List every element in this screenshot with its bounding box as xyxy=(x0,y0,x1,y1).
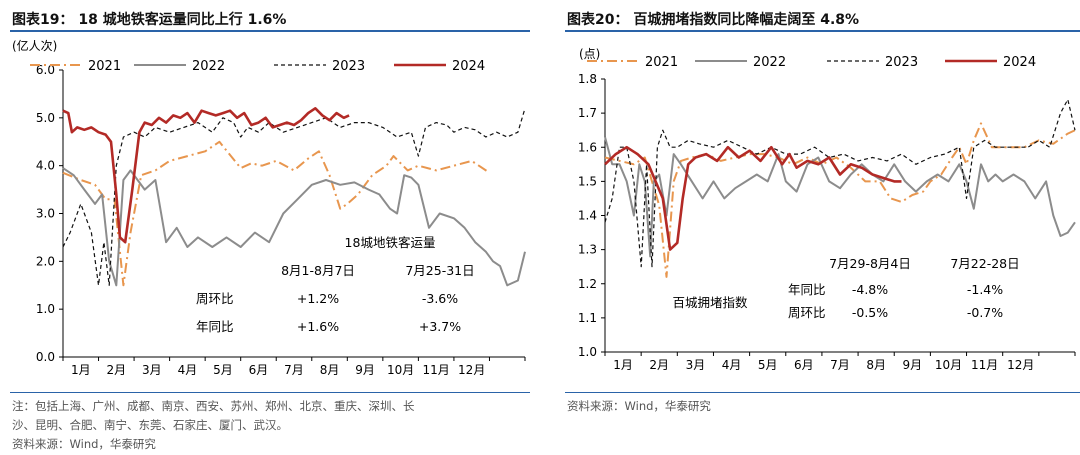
x-tick-label: 6月 xyxy=(794,358,814,372)
x-tick-label: 9月 xyxy=(355,363,375,377)
annotation-row1-v1: -4.8% xyxy=(852,282,888,297)
y-tick-label: 2.0 xyxy=(36,254,55,268)
x-tick-label: 5月 xyxy=(758,358,778,372)
series-line-2021 xyxy=(604,122,1076,278)
y-axis-label: (点) xyxy=(579,47,600,61)
x-tick-label: 12月 xyxy=(458,363,485,377)
subway-chart: (亿人次) 0.0 1.0 2.0 3.0 4.0 5.0 6.0 1月 2月 3月 4月 5月 6月 7月… xyxy=(12,38,526,377)
annotation-row1-label: 年同比 xyxy=(788,282,826,297)
congestion-chart: (点) 1.0 1.1 1.2 1.3 1.4 1.5 1.6 1.7 1.8 1月 2月 3月 4月 5月… xyxy=(578,47,1076,372)
legend-label-2021: 2021 xyxy=(88,59,121,74)
x-tick-label: 11月 xyxy=(971,358,998,372)
chart-panel-subway: 图表19： 18 城地铁客运量同比上行 1.6% (亿人次) 0.0 1.0 2.0 3… xyxy=(0,0,530,455)
x-tick-label: 1月 xyxy=(613,358,633,372)
x-tick-label: 8月 xyxy=(866,358,886,372)
y-tick-label: 0.0 xyxy=(36,350,55,364)
legend-label-2023: 2023 xyxy=(332,59,365,74)
y-tick-label: 1.2 xyxy=(578,277,597,291)
x-tick-label: 12月 xyxy=(1007,358,1034,372)
annotation-heading: 18城地铁客运量 xyxy=(345,235,436,250)
y-tick-label: 1.1 xyxy=(578,311,597,325)
x-tick-label: 10月 xyxy=(387,363,414,377)
x-tick-label: 1月 xyxy=(71,363,91,377)
annotation-row2-label: 年同比 xyxy=(196,319,234,334)
x-tick-label: 3月 xyxy=(142,363,162,377)
x-tick-label: 7月 xyxy=(830,358,850,372)
annotation-col2: 7月22-28日 xyxy=(950,256,1019,271)
note-rule xyxy=(10,392,530,393)
note-line-2: 沙、昆明、合肥、南宁、东莞、石家庄、厦门、武汉。 xyxy=(12,418,288,432)
x-tick-label: 3月 xyxy=(686,358,706,372)
y-tick-label: 5.0 xyxy=(36,111,55,125)
y-tick-label: 1.8 xyxy=(578,72,597,86)
series-line-2024 xyxy=(604,145,902,251)
legend-label-2024: 2024 xyxy=(1003,55,1036,70)
y-tick-label: 1.7 xyxy=(578,106,597,120)
legend-label-2022: 2022 xyxy=(192,59,225,74)
annotation-heading: 百城拥堵指数 xyxy=(672,295,748,310)
annotation-row2-v1: -0.5% xyxy=(852,305,888,320)
y-tick-label: 1.6 xyxy=(578,140,597,154)
source-note-right: 资料来源：Wind，华泰研究 xyxy=(567,399,711,413)
x-tick-label: 7月 xyxy=(284,363,304,377)
x-tick-label: 5月 xyxy=(213,363,233,377)
annotation-row2-v2: -0.7% xyxy=(967,305,1003,320)
annotation-row2-v1: +1.6% xyxy=(297,319,339,334)
y-tick-label: 1.4 xyxy=(578,209,597,223)
annotation-row1-v1: +1.2% xyxy=(297,291,339,306)
series-line-2023 xyxy=(62,108,526,286)
annotation-row1-label: 周环比 xyxy=(196,291,234,306)
x-tick-label: 9月 xyxy=(902,358,922,372)
series-line-2022 xyxy=(62,167,526,287)
y-axis-label: (亿人次) xyxy=(12,38,57,53)
annotation-row2-v2: +3.7% xyxy=(419,319,461,334)
legend-label-2021: 2021 xyxy=(645,55,678,70)
x-tick-label: 2月 xyxy=(106,363,126,377)
title-rule xyxy=(10,30,530,32)
annotation-col1: 8月1-8月7日 xyxy=(281,263,355,278)
y-tick-label: 4.0 xyxy=(36,159,55,173)
x-tick-label: 10月 xyxy=(935,358,962,372)
x-tick-label: 4月 xyxy=(178,363,198,377)
x-tick-label: 8月 xyxy=(320,363,340,377)
annotation-row2-label: 周环比 xyxy=(788,305,826,320)
annotation-col2: 7月25-31日 xyxy=(405,263,474,278)
x-tick-label: 6月 xyxy=(249,363,269,377)
x-tick-label: 4月 xyxy=(722,358,742,372)
y-tick-label: 1.0 xyxy=(578,345,597,359)
y-tick-label: 1.3 xyxy=(578,243,597,257)
chart-title-congestion: 图表20： 百城拥堵指数同比降幅走阔至 4.8% xyxy=(567,12,860,28)
y-tick-label: 6.0 xyxy=(36,63,55,77)
annotation-row1-v2: -3.6% xyxy=(422,291,458,306)
x-tick-label: 11月 xyxy=(423,363,450,377)
source-note-left: 资料来源：Wind，华泰研究 xyxy=(12,437,156,451)
title-rule xyxy=(565,30,1080,32)
x-tick-label: 2月 xyxy=(649,358,669,372)
chart-title-subway: 图表19： 18 城地铁客运量同比上行 1.6% xyxy=(12,12,287,28)
series-line-2023 xyxy=(604,98,1076,268)
series-line-2021 xyxy=(62,140,491,287)
legend-label-2024: 2024 xyxy=(452,59,485,74)
y-tick-label: 1.5 xyxy=(578,174,597,188)
chart-panel-congestion: 图表20： 百城拥堵指数同比降幅走阔至 4.8% (点) 1.0 1.1 1.2 1.3… xyxy=(555,0,1080,455)
y-tick-label: 3.0 xyxy=(36,207,55,221)
series-line-2022 xyxy=(604,136,1076,258)
annotation-col1: 7月29-8月4日 xyxy=(829,256,911,271)
annotation-row1-v2: -1.4% xyxy=(967,282,1003,297)
legend-label-2022: 2022 xyxy=(753,55,786,70)
y-tick-label: 1.0 xyxy=(36,302,55,316)
note-rule xyxy=(565,392,1080,393)
series-line-2024 xyxy=(62,107,350,244)
legend-label-2023: 2023 xyxy=(885,55,918,70)
note-line-1: 注：包括上海、广州、成都、南京、西安、苏州、郑州、北京、重庆、深圳、长 xyxy=(12,399,415,413)
